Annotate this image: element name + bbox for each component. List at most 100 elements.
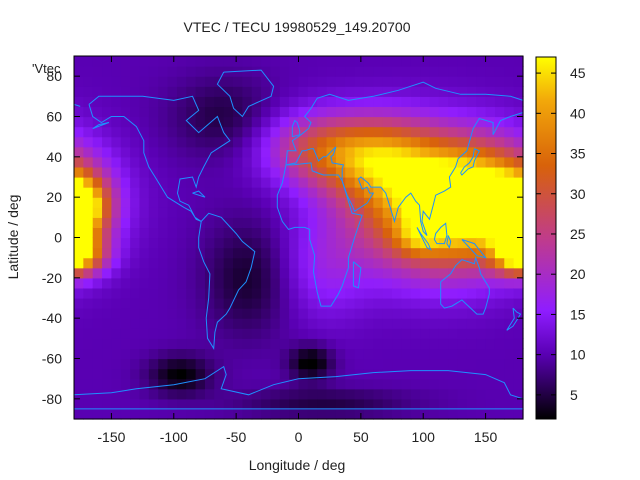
heatmap-cell — [448, 66, 459, 77]
heatmap-cell — [466, 227, 477, 239]
heatmap-cell — [214, 267, 225, 279]
heatmap-cell — [307, 197, 318, 208]
heatmap-cell — [176, 177, 187, 188]
heatmap-cell — [457, 267, 468, 279]
heatmap-cell — [317, 56, 328, 67]
heatmap-cell — [158, 277, 169, 289]
heatmap-cell — [438, 398, 449, 410]
heatmap-cell — [457, 287, 468, 299]
heatmap-cell — [494, 267, 505, 279]
heatmap-cell — [139, 308, 150, 319]
heatmap-cell — [289, 348, 300, 360]
heatmap-cell — [158, 298, 169, 309]
heatmap-cell — [92, 257, 103, 269]
heatmap-cell — [457, 146, 468, 158]
heatmap-cell — [494, 338, 505, 350]
heatmap-cell — [148, 338, 159, 350]
heatmap-cell — [270, 177, 281, 188]
heatmap-cell — [289, 328, 300, 339]
heatmap-cell — [251, 287, 262, 299]
heatmap-cell — [317, 378, 328, 390]
colorbar-tick-label: 25 — [570, 226, 586, 242]
heatmap-cell — [261, 398, 272, 410]
heatmap-cell — [242, 328, 253, 339]
heatmap-cell — [204, 66, 215, 77]
heatmap-cell — [392, 368, 402, 380]
heatmap-cell — [270, 237, 281, 249]
heatmap-cell — [204, 368, 215, 380]
heatmap-cell — [504, 328, 515, 339]
heatmap-cell — [223, 207, 234, 218]
heatmap-cell — [373, 267, 384, 279]
heatmap-cell — [345, 237, 356, 249]
heatmap-cell — [448, 348, 459, 360]
heatmap-cell — [429, 318, 440, 329]
heatmap-cell — [148, 76, 159, 87]
heatmap-cell — [233, 388, 243, 400]
heatmap-cell — [317, 197, 328, 208]
heatmap-cell — [204, 348, 215, 360]
heatmap-cell — [83, 166, 94, 178]
heatmap-cell — [373, 96, 384, 108]
heatmap-cell — [513, 318, 524, 329]
heatmap-cell — [476, 348, 487, 360]
heatmap-cell — [148, 368, 159, 380]
heatmap-cell — [382, 328, 393, 339]
heatmap-cell — [382, 408, 393, 420]
heatmap-cell — [102, 106, 113, 118]
heatmap-cell — [326, 267, 337, 279]
heatmap-cell — [485, 237, 496, 249]
heatmap-cell — [120, 126, 131, 138]
heatmap-cell — [392, 267, 402, 279]
heatmap-cell — [335, 408, 346, 420]
heatmap-cell — [438, 207, 449, 218]
heatmap-cell — [139, 368, 150, 380]
heatmap-cell — [83, 358, 94, 370]
heatmap-cell — [326, 237, 337, 249]
heatmap-cell — [307, 338, 318, 350]
heatmap-cell — [251, 227, 262, 239]
heatmap-cell — [476, 177, 487, 188]
heatmap-cell — [354, 287, 365, 299]
heatmap-cell — [494, 298, 505, 309]
heatmap-cell — [504, 247, 515, 259]
heatmap-cell — [176, 328, 187, 339]
heatmap-cell — [158, 116, 169, 128]
heatmap-cell — [130, 197, 141, 208]
heatmap-cell — [494, 318, 505, 329]
heatmap-cell — [261, 308, 272, 319]
heatmap-cell — [158, 96, 169, 108]
heatmap-cell — [326, 398, 337, 410]
heatmap-cell — [513, 348, 524, 360]
heatmap-cell — [420, 116, 431, 128]
heatmap-cell — [494, 96, 505, 108]
heatmap-cell — [148, 116, 159, 128]
heatmap-cell — [120, 358, 131, 370]
heatmap-cell — [476, 96, 487, 108]
heatmap-cell — [392, 338, 402, 350]
heatmap-cell — [289, 318, 300, 329]
heatmap-cell — [83, 197, 94, 208]
heatmap-cell — [102, 136, 113, 148]
heatmap-cell — [335, 156, 346, 168]
heatmap-cell — [392, 398, 402, 410]
heatmap-cell — [251, 368, 262, 380]
heatmap-cell — [167, 338, 178, 350]
heatmap-cell — [242, 257, 253, 269]
heatmap-cell — [410, 86, 421, 97]
chart-title: VTEC / TECU 19980529_149.20700 — [183, 19, 410, 35]
heatmap-cell — [307, 318, 318, 329]
heatmap-cell — [307, 287, 318, 299]
heatmap-cell — [448, 287, 459, 299]
heatmap-cell — [429, 197, 440, 208]
heatmap-cell — [307, 308, 318, 319]
heatmap-cell — [298, 96, 309, 108]
heatmap-cell — [223, 318, 234, 329]
heatmap-cell — [354, 126, 365, 138]
heatmap-cell — [476, 227, 487, 239]
heatmap-cell — [382, 126, 393, 138]
heatmap-cell — [504, 318, 515, 329]
heatmap-cell — [410, 76, 421, 87]
heatmap-cell — [214, 318, 225, 329]
